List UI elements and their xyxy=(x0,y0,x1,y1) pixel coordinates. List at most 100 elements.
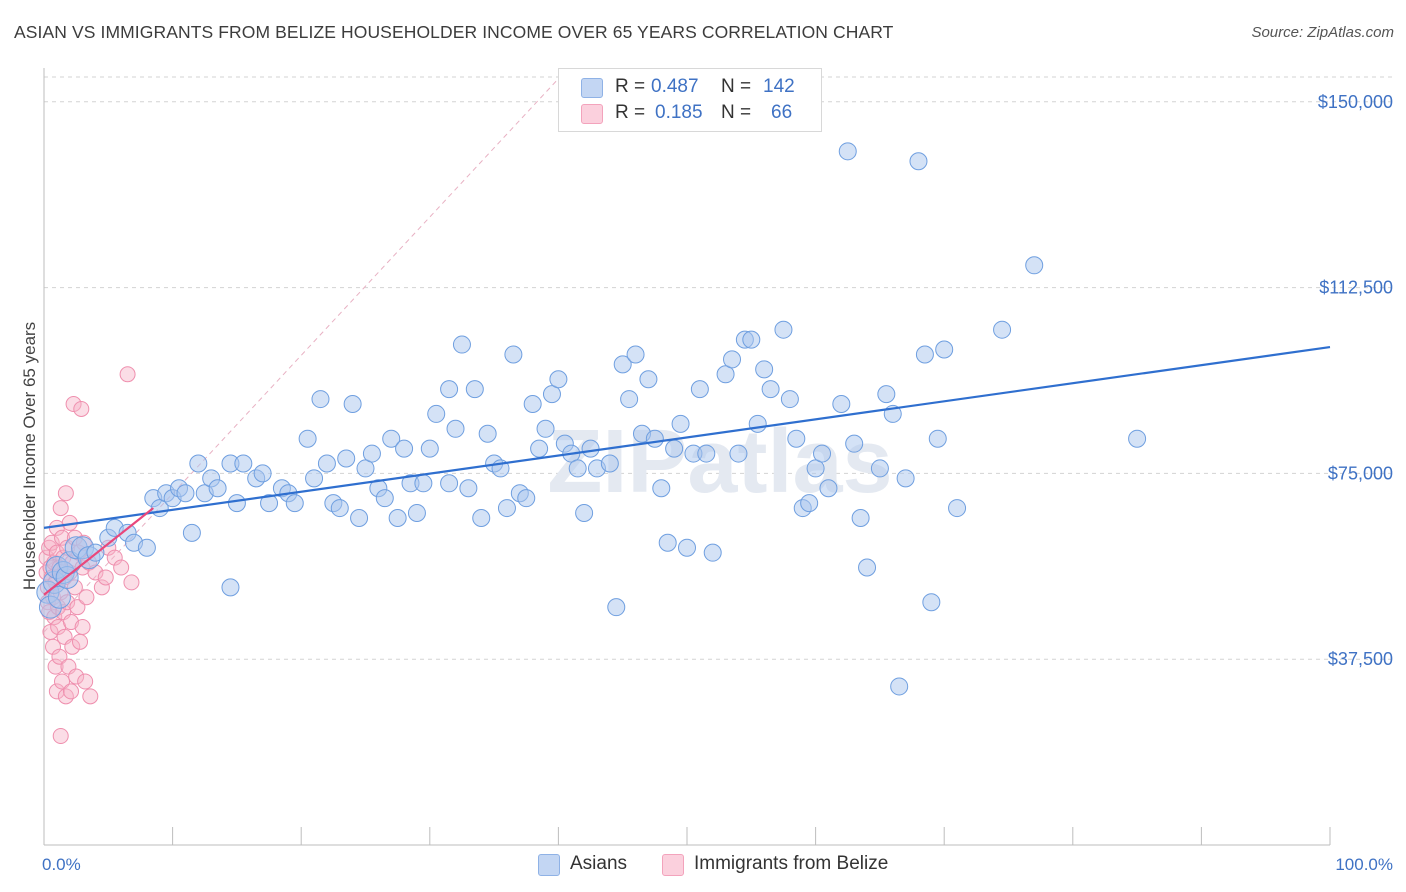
belize-point xyxy=(74,618,91,635)
belize-point xyxy=(64,638,81,655)
asian-point xyxy=(420,439,439,458)
belize-trend-line xyxy=(43,507,154,596)
belize-legend-label: Immigrants from Belize xyxy=(694,853,889,874)
asian-point xyxy=(703,543,722,562)
r-label: R = xyxy=(615,102,646,123)
belize-point xyxy=(123,574,140,591)
asian-point xyxy=(414,474,433,493)
belize-point xyxy=(119,366,136,383)
belize-point xyxy=(82,688,99,705)
asian-point xyxy=(600,454,619,473)
asian-point xyxy=(176,484,195,503)
asian-point xyxy=(388,508,407,527)
axes xyxy=(43,68,1331,846)
belize-point xyxy=(68,668,85,685)
asian-point xyxy=(375,489,394,508)
asian-point xyxy=(407,504,426,523)
asian-point xyxy=(568,459,587,478)
x-tick-label: 0.0% xyxy=(42,855,81,874)
asian-point xyxy=(787,429,806,448)
asian-point xyxy=(472,508,491,527)
asians-swatch xyxy=(581,78,603,98)
asians-legend-swatch xyxy=(538,854,560,876)
asian-point xyxy=(928,429,947,448)
belize-point xyxy=(51,648,68,665)
asian-point xyxy=(845,434,864,453)
reference-diagonal xyxy=(43,76,561,633)
asian-point xyxy=(182,523,201,542)
asian-point xyxy=(47,585,71,609)
asian-point xyxy=(440,380,459,399)
asian-point xyxy=(697,444,716,463)
asian-point xyxy=(780,390,799,409)
asian-point xyxy=(742,330,761,349)
asian-point xyxy=(343,395,362,414)
y-tick-label: $37,500 xyxy=(1328,649,1393,669)
asian-point xyxy=(620,390,639,409)
asian-point xyxy=(440,474,459,493)
asian-point xyxy=(909,152,928,171)
asian-point xyxy=(671,414,690,433)
r-value: 0.487 xyxy=(651,76,699,97)
legend-row-asians: R = 0.487 N = 142 xyxy=(559,75,821,101)
asian-point xyxy=(517,489,536,508)
asian-point xyxy=(761,380,780,399)
asian-point xyxy=(729,444,748,463)
asian-point xyxy=(530,439,549,458)
asian-point xyxy=(465,380,484,399)
asian-point xyxy=(452,335,471,354)
asian-point xyxy=(948,499,967,518)
asian-point xyxy=(1128,429,1147,448)
belize-point xyxy=(106,549,123,566)
asian-point xyxy=(832,395,851,414)
asian-point xyxy=(305,469,324,488)
tick-labels: $37,500 $75,000 $112,500 $150,000 0.0% 100.0% xyxy=(42,92,1393,874)
asian-point xyxy=(536,419,555,438)
belize-point xyxy=(113,559,130,576)
asian-point xyxy=(189,454,208,473)
belize-point xyxy=(65,396,82,413)
asian-point xyxy=(915,345,934,364)
asian-point xyxy=(542,385,561,404)
belize-point xyxy=(97,569,114,586)
asian-point xyxy=(935,340,954,359)
belize-point xyxy=(72,633,89,650)
stats-legend: R = 0.487 N = 142 R = 0.185 N = 66 xyxy=(558,68,822,132)
series-legend: Asians Immigrants from Belize xyxy=(0,852,1406,878)
asian-point xyxy=(877,385,896,404)
belize-legend-swatch xyxy=(662,854,684,876)
asian-point xyxy=(459,479,478,498)
x-tick-label: 100.0% xyxy=(1335,855,1393,874)
r-value: 0.185 xyxy=(655,102,703,123)
belize-point xyxy=(52,500,69,517)
belize-point xyxy=(54,673,71,690)
belize-point xyxy=(63,683,80,700)
asian-point xyxy=(208,479,227,498)
belize-point xyxy=(41,539,58,556)
asian-point xyxy=(234,454,253,473)
asian-point xyxy=(723,350,742,369)
asian-point xyxy=(298,429,317,448)
asian-point xyxy=(678,538,696,557)
asian-point xyxy=(607,598,626,617)
asian-point xyxy=(504,345,523,364)
belize-point xyxy=(54,529,71,546)
asian-point xyxy=(285,494,304,513)
asian-point xyxy=(870,459,889,478)
asian-point xyxy=(613,355,632,374)
asian-point xyxy=(221,578,240,597)
asian-point xyxy=(227,494,246,513)
asian-point xyxy=(858,558,877,577)
asian-point xyxy=(446,419,465,438)
chart-title: ASIAN VS IMMIGRANTS FROM BELIZE HOUSEHOL… xyxy=(14,22,894,42)
asian-point xyxy=(748,414,767,433)
belize-point xyxy=(93,579,110,596)
n-value: 66 xyxy=(771,102,793,123)
n-value: 142 xyxy=(763,76,795,97)
asian-point xyxy=(755,360,774,379)
belize-point xyxy=(48,683,65,700)
y-tick-label: $75,000 xyxy=(1328,463,1393,483)
asian-point xyxy=(317,454,336,473)
belize-point xyxy=(78,589,95,606)
